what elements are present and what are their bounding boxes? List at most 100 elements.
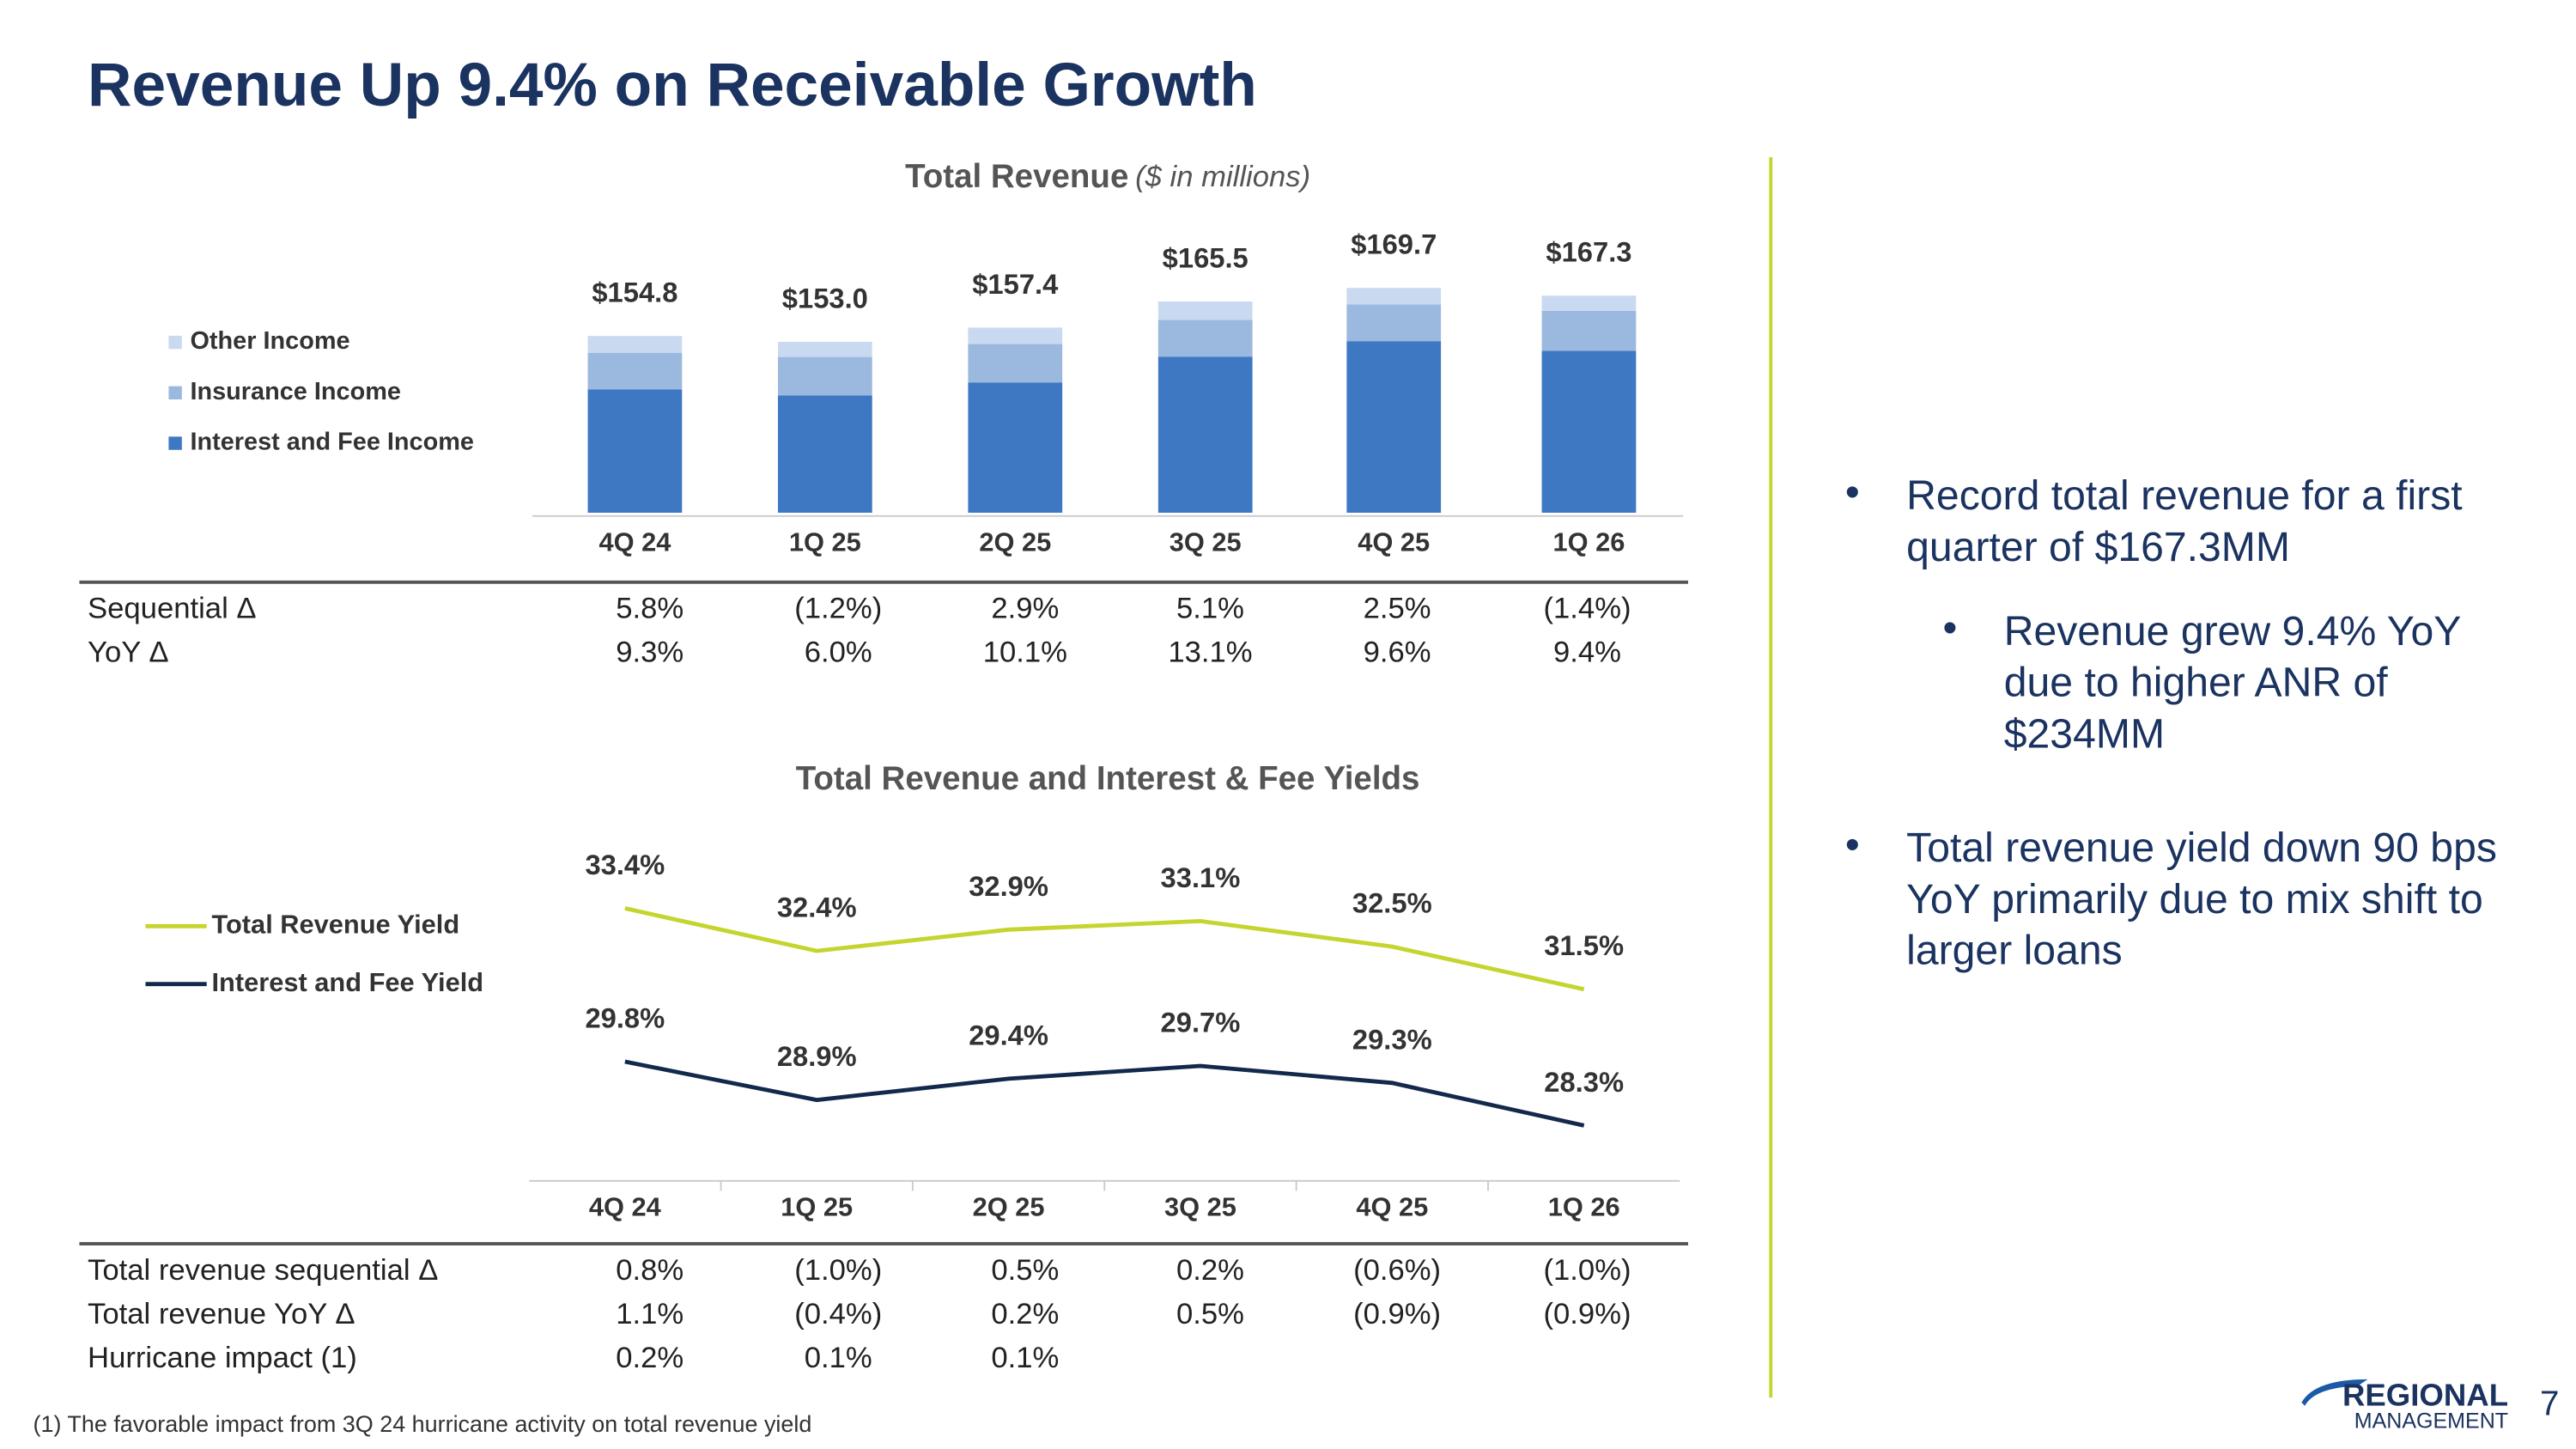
legend-label: Interest and Fee Income	[190, 429, 474, 456]
table-cell: 13.1%	[1168, 636, 1252, 669]
table-cell: 5.1%	[1176, 593, 1244, 625]
x-tick-label: 2Q 25	[973, 1192, 1045, 1222]
bullet: • Revenue grew 9.4% YoY due to higher ANR…	[1835, 605, 2483, 761]
data-label: 29.4%	[969, 1019, 1048, 1050]
bar-segment	[1346, 288, 1442, 305]
table-cell: 0.2%	[991, 1298, 1059, 1330]
table-cell: (0.9%)	[1544, 1298, 1631, 1330]
bullet-dot: •	[1844, 822, 1860, 868]
x-tick-label: 3Q 25	[1170, 527, 1242, 557]
bar-segment	[968, 327, 1063, 344]
data-label: 29.3%	[1352, 1023, 1432, 1055]
table-cell: (0.6%)	[1353, 1254, 1441, 1287]
data-label: 28.3%	[1544, 1066, 1624, 1098]
bar-segment	[587, 389, 683, 513]
table-cell: (0.4%)	[794, 1298, 882, 1330]
total-label: $153.0	[782, 282, 868, 314]
x-tick-label: 1Q 26	[1552, 527, 1625, 557]
chart-title: Total Revenue	[905, 158, 1128, 195]
bar-segment	[1157, 301, 1253, 320]
x-tick-label: 3Q 25	[1164, 1192, 1236, 1222]
total-label: $167.3	[1546, 236, 1631, 268]
bullet: • Record total revenue for a first quarte…	[1835, 472, 2501, 574]
bar-segment	[777, 341, 872, 357]
x-tick-label: 1Q 26	[1548, 1192, 1620, 1222]
bar-segment	[1157, 320, 1253, 357]
bar-segment	[1541, 295, 1637, 311]
table-cell: (1.4%)	[1544, 593, 1631, 625]
bullets: • Record total revenue for a first quarte…	[1835, 472, 2562, 977]
legend-swatch	[168, 335, 182, 350]
x-tick-label: 1Q 25	[789, 527, 861, 557]
table-cell: 0.1%	[991, 1342, 1059, 1374]
bullet-list: • Record total revenue for a first quarte…	[1835, 472, 2562, 977]
bar-segment	[968, 382, 1063, 513]
page-number: 7	[2540, 1383, 2559, 1422]
chart-subtitle: ($ in millions)	[1135, 161, 1310, 193]
data-label: 28.9%	[777, 1040, 857, 1072]
bar-segment	[1541, 350, 1637, 513]
table-cell: 9.3%	[616, 636, 683, 669]
bar-segment	[1346, 341, 1442, 513]
bar-segment	[1541, 310, 1637, 351]
data-label: 33.1%	[1161, 861, 1241, 893]
table-cell: 0.5%	[991, 1254, 1059, 1287]
x-tick-label: 1Q 25	[781, 1192, 853, 1222]
x-tick-label: 4Q 24	[598, 527, 671, 557]
row-label: Hurricane impact (1)	[88, 1342, 357, 1374]
legend-label: Other Income	[190, 327, 349, 355]
legend-label: Total Revenue Yield	[211, 909, 459, 939]
table-cell: 9.6%	[1364, 636, 1431, 669]
data-label: 29.7%	[1161, 1006, 1241, 1038]
legend-label: Interest and Fee Yield	[211, 967, 483, 997]
total-label: $165.5	[1163, 241, 1249, 273]
legend-swatch	[168, 436, 182, 450]
total-label: $169.7	[1351, 228, 1437, 260]
data-label: 32.9%	[969, 870, 1048, 902]
bar-segment	[1346, 304, 1442, 342]
logo-text: MANAGEMENT	[2354, 1409, 2508, 1434]
row-label: YoY Δ	[88, 636, 168, 669]
bar-segment	[587, 336, 683, 353]
logo-text: REGIONAL	[2342, 1378, 2508, 1413]
table-cell: (1.2%)	[794, 593, 882, 625]
table-cell: 1.1%	[616, 1298, 683, 1330]
row-label: Total revenue sequential Δ	[88, 1254, 438, 1287]
data-label: 29.8%	[585, 1002, 665, 1034]
logo-swoosh	[2301, 1379, 2368, 1406]
data-label: 33.4%	[585, 849, 665, 880]
x-tick-label: 4Q 25	[1356, 1192, 1428, 1222]
data-label: 32.4%	[777, 892, 857, 923]
x-tick-label: 4Q 24	[589, 1192, 661, 1222]
data-label: 31.5%	[1544, 929, 1624, 961]
x-tick-label: 4Q 25	[1358, 527, 1430, 557]
table-cell: 10.1%	[983, 636, 1067, 669]
bar-segment	[777, 395, 872, 513]
slide-title: Revenue Up 9.4% on Receivable Growth	[88, 52, 1257, 119]
x-tick-label: 2Q 25	[979, 527, 1051, 557]
chart-title: Total Revenue ($ in millions)	[905, 158, 1310, 195]
bullet-text: Revenue grew 9.4% YoY due to higher ANR …	[2003, 608, 2461, 758]
row-label: Sequential Δ	[88, 593, 256, 625]
chart-title: Total Revenue and Interest & Fee Yields	[796, 760, 1420, 797]
table-cell: 0.1%	[805, 1342, 872, 1374]
bullet-text: Total revenue yield down 90 bps YoY prim…	[1906, 825, 2497, 975]
data-label: 32.5%	[1352, 887, 1432, 919]
table-cell: 5.8%	[616, 593, 683, 625]
table-cell: 0.5%	[1176, 1298, 1244, 1330]
footnote: (1) The favorable impact from 3Q 24 hurr…	[33, 1411, 812, 1437]
line	[624, 906, 1585, 992]
total-label: $154.8	[592, 277, 677, 308]
table-cell: (1.0%)	[794, 1254, 882, 1287]
bar-segment	[777, 356, 872, 396]
table-cell: 9.4%	[1553, 636, 1621, 669]
bar-segment	[968, 344, 1063, 383]
table-cell: (1.0%)	[1544, 1254, 1631, 1287]
bullet: • Total revenue yield down 90 bps YoY pri…	[1835, 822, 2501, 977]
table-cell: 0.2%	[616, 1342, 683, 1374]
table-cell: (0.9%)	[1353, 1298, 1441, 1330]
table-cell: 2.9%	[991, 593, 1059, 625]
bullet-dot: •	[1942, 605, 1958, 652]
